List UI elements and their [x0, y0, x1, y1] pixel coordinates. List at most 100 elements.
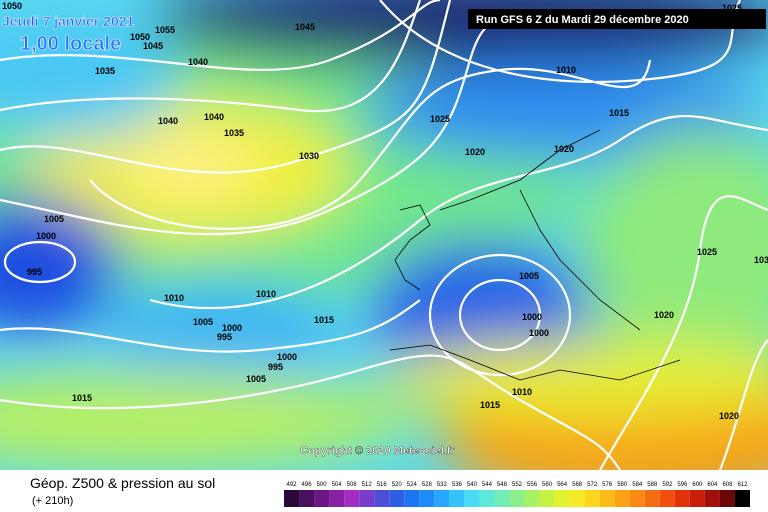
color-swatch — [494, 490, 510, 507]
colorbar-label: 556 — [527, 482, 538, 488]
isobar-label: 1045 — [143, 41, 163, 51]
colorbar-label: 560 — [542, 482, 553, 488]
isobar-label: 1030 — [299, 151, 319, 161]
color-swatch — [299, 490, 315, 507]
isobar-label: 1020 — [465, 147, 485, 157]
color-swatch — [479, 490, 495, 507]
isobar-label: 1010 — [512, 387, 532, 397]
colorbar-label: 552 — [512, 482, 523, 488]
isobar-label: 1000 — [36, 231, 56, 241]
footer-title: Géop. Z500 & pression au sol — [30, 475, 215, 491]
color-swatch — [404, 490, 420, 507]
isobar-label: 1005 — [246, 374, 266, 384]
isobar-label: 1010 — [556, 65, 576, 75]
color-swatch — [359, 490, 375, 507]
isobar-label: 1050 — [2, 1, 22, 11]
color-swatch — [344, 490, 360, 507]
color-swatch — [689, 490, 705, 507]
isobar-label: 1005 — [193, 317, 213, 327]
isobar-label: 1050 — [130, 32, 150, 42]
colorbar-label: 504 — [332, 482, 343, 488]
color-swatch — [704, 490, 720, 507]
colorbar-label: 520 — [392, 482, 403, 488]
footer-lead: (+ 210h) — [32, 495, 73, 507]
isobar-label: 1040 — [188, 57, 208, 67]
valid-time: 1,00 locale — [20, 33, 121, 55]
colorbar-label: 540 — [467, 482, 478, 488]
colorbar-label: 604 — [707, 482, 718, 488]
isobar-label: 1000 — [522, 312, 542, 322]
color-swatch — [524, 490, 540, 507]
colorbar-label: 600 — [692, 482, 703, 488]
colorbar-label: 588 — [647, 482, 658, 488]
color-swatch — [569, 490, 585, 507]
isobar-label: 1000 — [277, 352, 297, 362]
color-swatch — [629, 490, 645, 507]
isobar-label: 995 — [27, 267, 42, 277]
color-swatch — [719, 490, 735, 507]
run-info: Run GFS 6 Z du Mardi 29 décembre 2020 — [476, 14, 689, 26]
color-swatch — [374, 490, 390, 507]
color-swatch — [584, 490, 600, 507]
color-swatch — [449, 490, 465, 507]
colorbar-label: 536 — [452, 482, 463, 488]
isobar-label: 1020 — [654, 310, 674, 320]
color-swatch — [314, 490, 330, 507]
colorbar-label: 532 — [437, 482, 448, 488]
color-swatch — [554, 490, 570, 507]
isobar-label: 1040 — [158, 116, 178, 126]
color-swatch — [389, 490, 405, 507]
color-swatch — [509, 490, 525, 507]
colorbar-label: 496 — [302, 482, 313, 488]
color-swatch — [599, 490, 615, 507]
colorbar-label: 524 — [407, 482, 418, 488]
colorbar-label: 568 — [572, 482, 583, 488]
isobar-label: 1025 — [722, 3, 742, 13]
isobar-label: 1020 — [554, 144, 574, 154]
colorbar-label: 508 — [347, 482, 358, 488]
isobar-label: 1005 — [44, 214, 64, 224]
colorbar-label: 608 — [722, 482, 733, 488]
isobar-label: 1015 — [314, 315, 334, 325]
colorbar-label: 516 — [377, 482, 388, 488]
color-swatch — [734, 490, 750, 507]
colorbar-label: 528 — [422, 482, 433, 488]
isobar-label: 1045 — [295, 22, 315, 32]
isobar-label: 1040 — [204, 112, 224, 122]
colorbar-label: 580 — [617, 482, 628, 488]
colorbar-label: 492 — [287, 482, 298, 488]
color-swatch — [614, 490, 630, 507]
color-swatch — [464, 490, 480, 507]
isobar-label: 1015 — [480, 400, 500, 410]
copyright: Copyright © 2020 Meteociel.fr — [300, 445, 456, 457]
isobar-label: 1010 — [164, 293, 184, 303]
isobar-label: 1025 — [430, 114, 450, 124]
color-swatch — [434, 490, 450, 507]
isobar-label: 1000 — [222, 323, 242, 333]
color-swatch — [644, 490, 660, 507]
colorbar: 492 496 500 504 508 512 516 520 524 528 532 536 540 5… — [284, 482, 750, 507]
colorbar-label: 512 — [362, 482, 373, 488]
color-swatch — [284, 490, 300, 507]
color-swatch — [659, 490, 675, 507]
isobar-label: 1020 — [719, 411, 739, 421]
color-swatch — [539, 490, 555, 507]
colorbar-label: 612 — [737, 482, 748, 488]
color-swatch — [329, 490, 345, 507]
isobar-label: 1030 — [754, 255, 768, 265]
isobar-label: 1055 — [155, 25, 175, 35]
isobar-label: 1015 — [72, 393, 92, 403]
isobar-label: 1035 — [95, 66, 115, 76]
isobar-label: 1035 — [224, 128, 244, 138]
colorbar-label: 500 — [317, 482, 328, 488]
colorbar-label: 592 — [662, 482, 673, 488]
colorbar-label: 576 — [602, 482, 613, 488]
colorbar-label: 584 — [632, 482, 643, 488]
colorbar-label: 572 — [587, 482, 598, 488]
isobar-label: 1015 — [609, 108, 629, 118]
isobar-label: 1025 — [697, 247, 717, 257]
isobar-label: 1005 — [519, 271, 539, 281]
run-box — [468, 9, 766, 29]
